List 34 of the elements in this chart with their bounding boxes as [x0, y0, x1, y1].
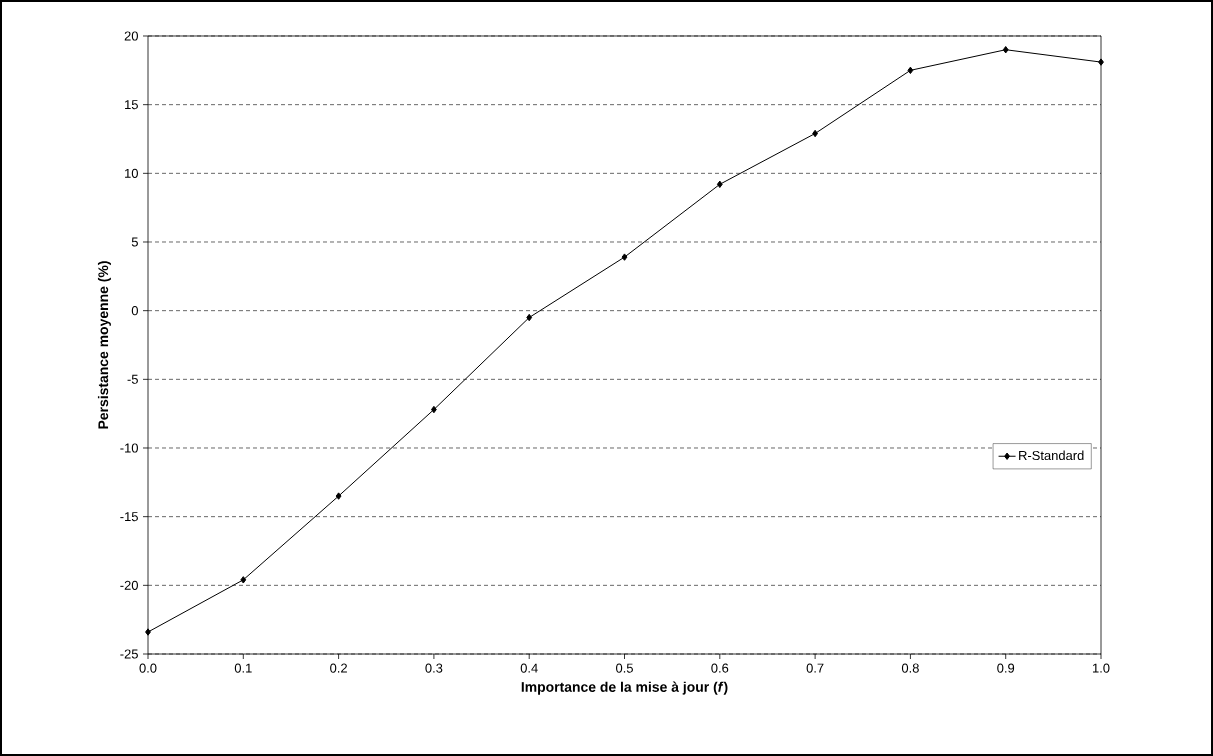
- point: [812, 129, 819, 138]
- x-tick-label: 0.9: [997, 663, 1015, 673]
- y-tick-label: -25: [120, 649, 138, 659]
- y-tick-label: -5: [127, 374, 138, 384]
- y-axis-title: Persistance moyenne (%): [97, 261, 111, 429]
- point: [240, 576, 247, 584]
- x-tick-label: 0.5: [616, 663, 633, 673]
- point: [335, 492, 342, 500]
- y-tick-label: 10: [125, 168, 138, 178]
- y-tick-label: 0: [131, 306, 138, 316]
- y-tick-label: -20: [120, 580, 138, 590]
- x-tick-label: 0.7: [806, 663, 824, 673]
- legend-label: R-Standard: [1019, 450, 1084, 461]
- point: [1098, 58, 1104, 66]
- x-tick-label: 0.3: [425, 663, 443, 673]
- point: [621, 253, 628, 261]
- x-tick-label: 0.6: [711, 663, 729, 673]
- point: [1002, 46, 1009, 54]
- point: [145, 628, 151, 636]
- y-tick-label: 20: [124, 31, 138, 41]
- x-tick-label: 1.0: [1093, 663, 1110, 673]
- y-tick-label: -10: [120, 443, 138, 453]
- y-tick-label: 15: [125, 100, 138, 110]
- y-tick-label: -15: [120, 512, 138, 522]
- x-tick-label: 0.4: [520, 663, 538, 673]
- x-tick-label: 0.1: [234, 663, 252, 673]
- y-tick-label: 5: [131, 237, 138, 247]
- point: [526, 313, 533, 322]
- x-axis-title: Importance de la mise à jour (f): [521, 681, 728, 695]
- x-tick-label: 0.8: [901, 663, 919, 673]
- x-tick-label: 0.2: [330, 663, 347, 673]
- point: [907, 66, 914, 75]
- x-tick-label: 0.0: [139, 663, 157, 673]
- point: [716, 180, 723, 189]
